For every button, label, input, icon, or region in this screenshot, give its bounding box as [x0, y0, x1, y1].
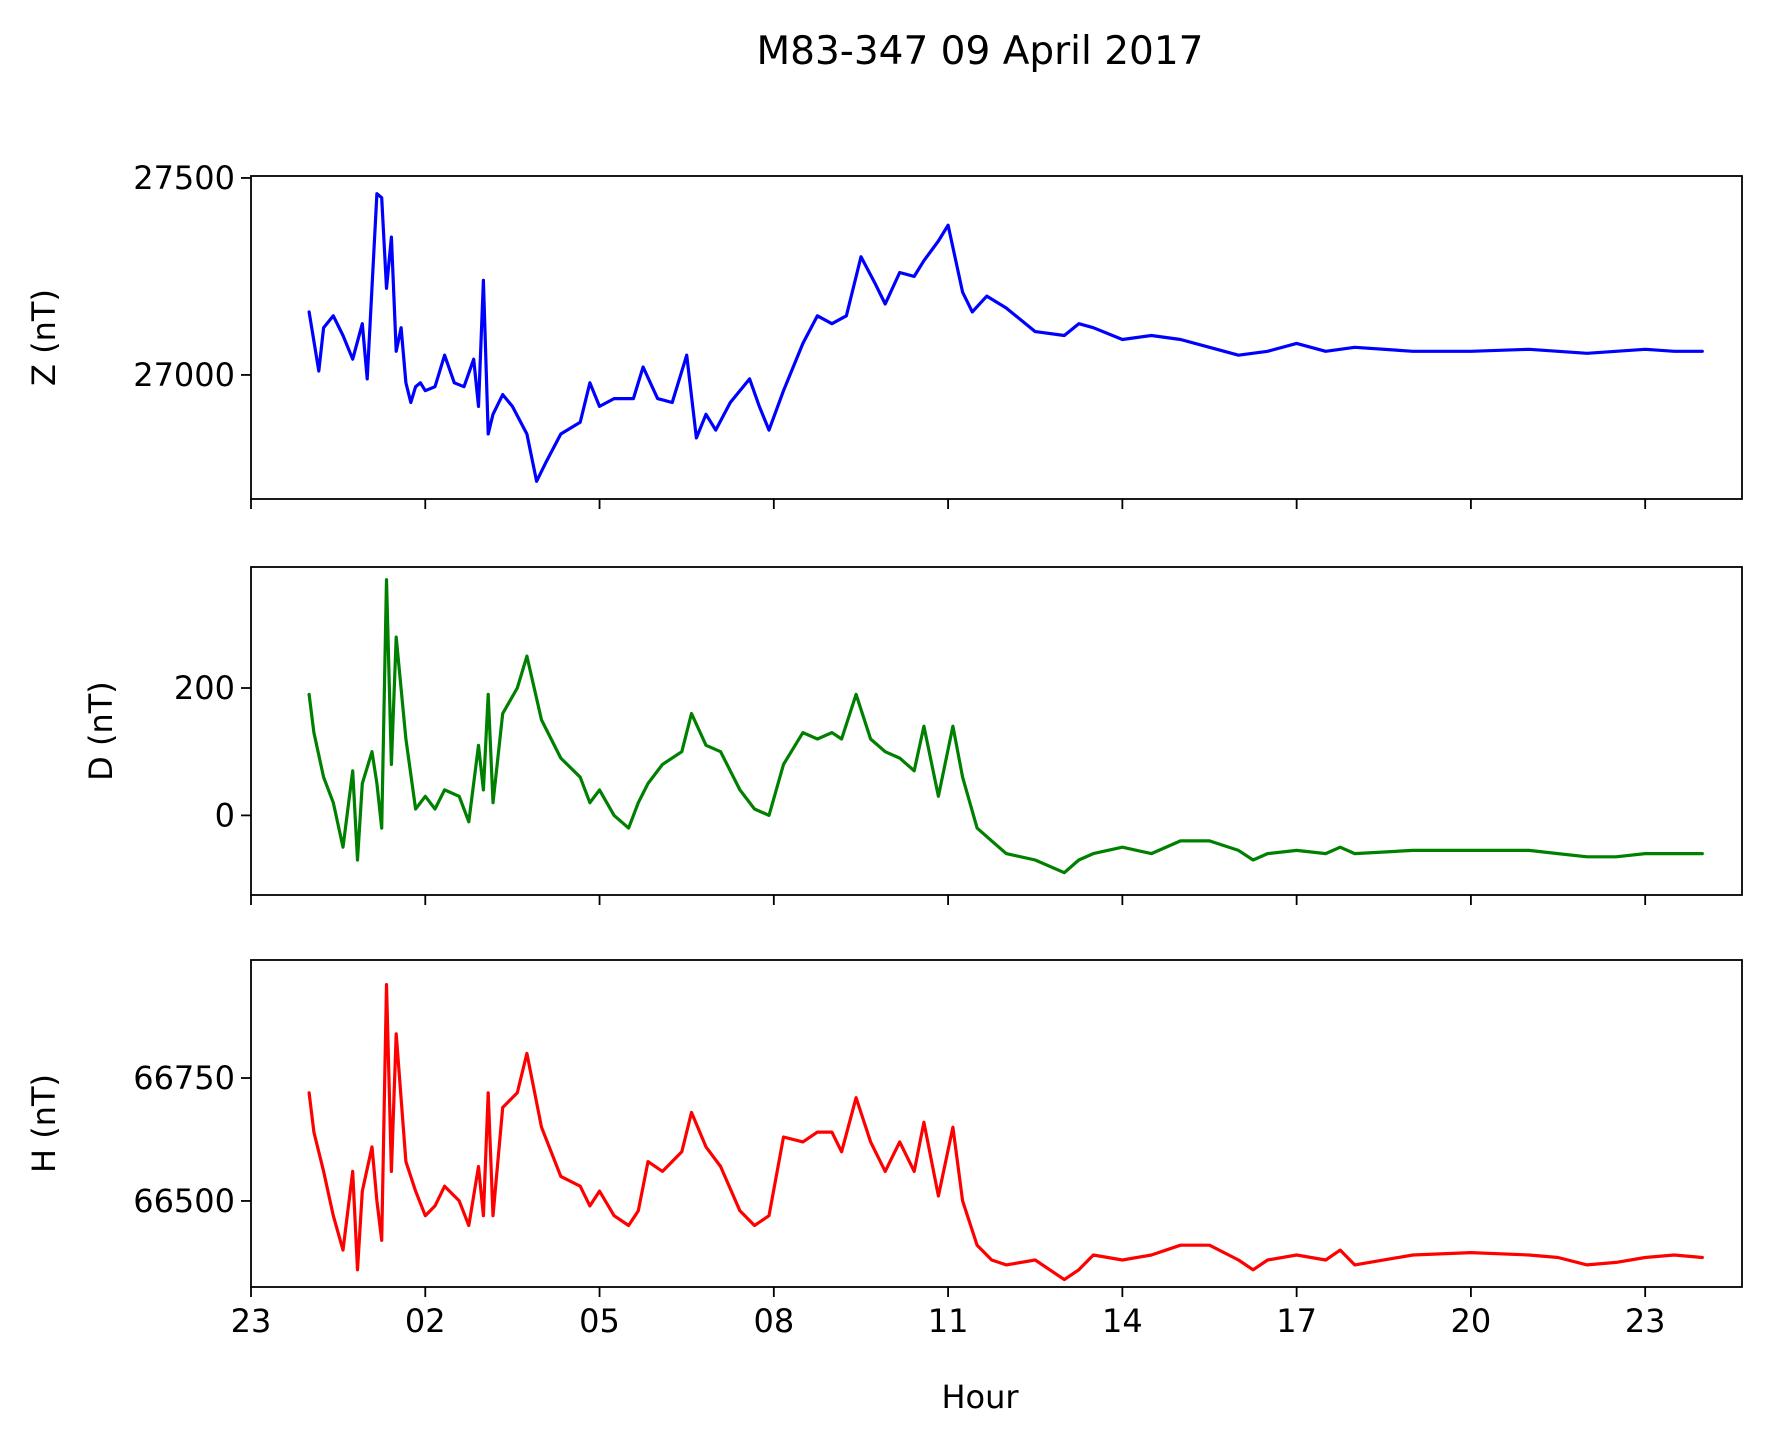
panels-group: 27000 27500 Z (nT) 0 200 D (nT) 66500 66750 H (n… [25, 159, 1743, 1340]
x-tick-label: 11 [928, 1302, 969, 1340]
series-line-panel-2 [307, 578, 1704, 875]
panel-2: 0 200 D (nT) [82, 566, 1743, 905]
panel-1: 27000 27500 Z (nT) [25, 159, 1743, 509]
y-axis-label-panel-2: D (nT) [82, 681, 120, 781]
x-tick-label: 08 [753, 1302, 794, 1340]
plot-frame-panel-1 [250, 175, 1743, 500]
y-tick-label: 66750 [133, 1059, 235, 1097]
series-line-panel-1 [307, 192, 1704, 483]
y-tick-label: 27000 [133, 356, 235, 394]
x-tick-label: 14 [1102, 1302, 1143, 1340]
x-tick-label: 05 [579, 1302, 620, 1340]
chart-title: M83-347 09 April 2017 [757, 29, 1204, 74]
plot-frame-panel-3 [250, 959, 1743, 1288]
x-tick-label: 23 [1625, 1302, 1666, 1340]
y-tick-label: 27500 [133, 159, 235, 197]
x-tick-label: 17 [1276, 1302, 1317, 1340]
y-tick-label: 0 [215, 796, 235, 834]
x-tick-label: 02 [405, 1302, 446, 1340]
plot-frame-panel-2 [250, 566, 1743, 896]
x-tick-label: 20 [1451, 1302, 1492, 1340]
x-axis-label: Hour [941, 1378, 1019, 1416]
series-line-panel-3 [307, 983, 1704, 1282]
y-tick-label: 200 [174, 669, 235, 707]
y-axis-label-panel-3: H (nT) [25, 1074, 63, 1173]
x-tick-label: 23 [231, 1302, 272, 1340]
panel-3: 66500 66750 H (nT) 23 02 05 08 11 14 17 20 23 [25, 959, 1743, 1340]
y-axis-label-panel-1: Z (nT) [25, 289, 63, 386]
y-tick-label: 66500 [133, 1182, 235, 1220]
